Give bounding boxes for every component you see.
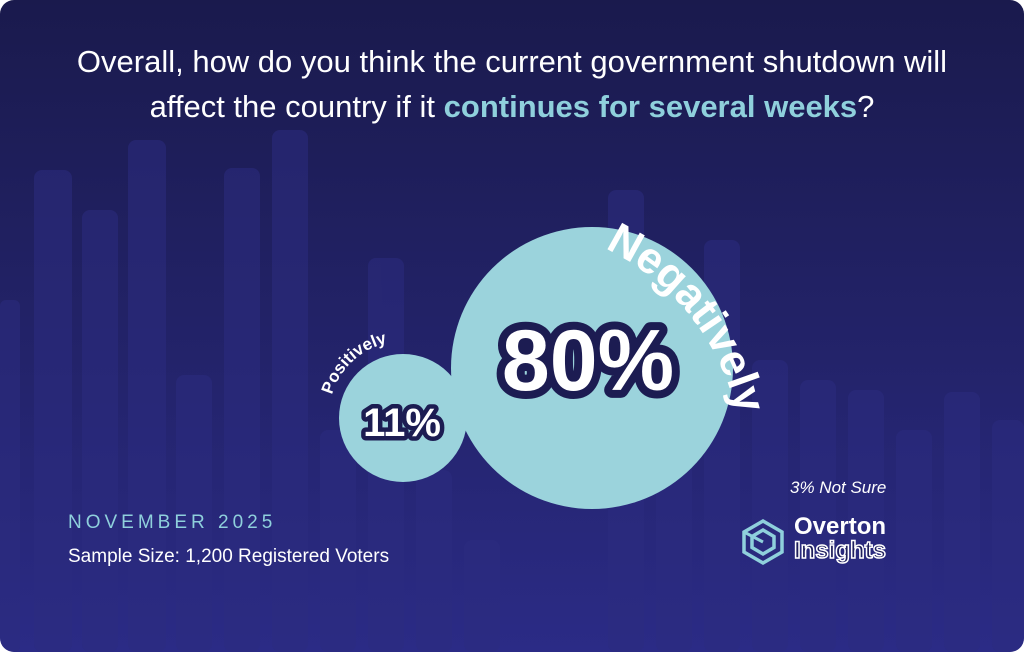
survey-date: NOVEMBER 2025 <box>68 512 277 533</box>
brand-logo: Overton Insights <box>740 514 960 570</box>
sample-size: Sample Size: 1,200 Registered Voters <box>68 546 390 567</box>
bubble-negatively <box>451 227 733 509</box>
hexagon-logo-icon <box>742 518 784 566</box>
question-highlight: continues for several weeks <box>443 88 858 124</box>
not-sure-footnote: 3% Not Sure <box>790 478 887 497</box>
brand-sub: Insights <box>793 537 887 565</box>
bubble-positively <box>339 354 467 482</box>
value-negatively: 80% <box>502 313 674 409</box>
survey-question: Overall, how do you think the current go… <box>40 40 984 130</box>
question-end: ? <box>857 88 875 124</box>
value-positively: 11% <box>363 401 441 445</box>
question-text: Overall, how do you think the current go… <box>76 44 948 124</box>
brand-name: Overton <box>794 513 887 540</box>
